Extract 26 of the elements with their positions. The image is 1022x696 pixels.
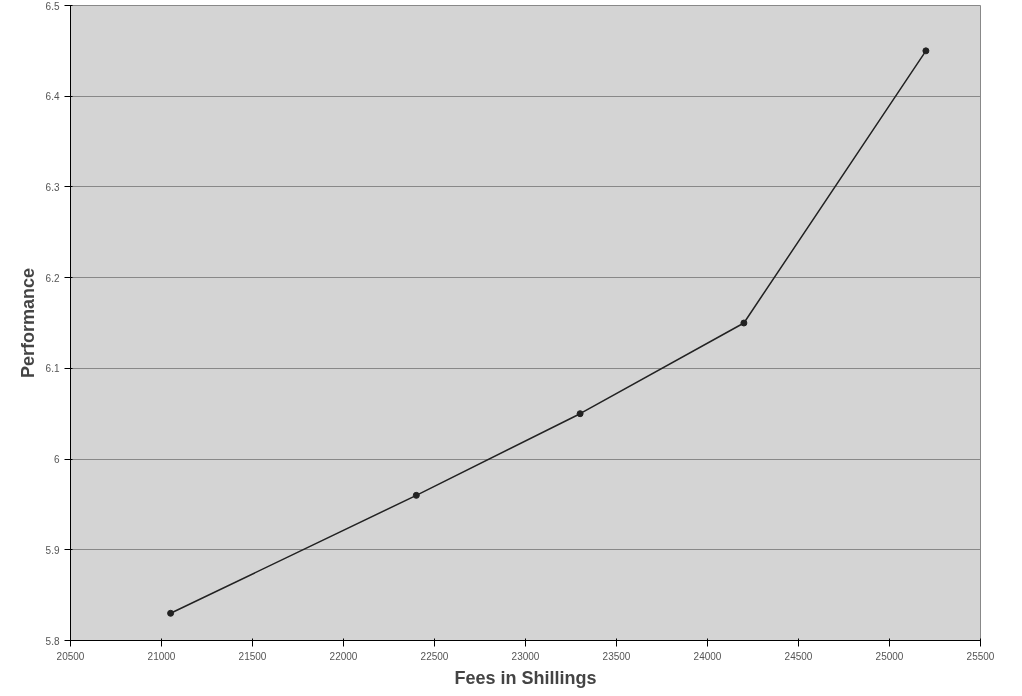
x-tick-label: 21500 [238, 650, 267, 662]
y-tick-label: 6.3 [45, 181, 60, 193]
y-tick-label: 6.5 [45, 0, 60, 12]
y-tick-label: 5.8 [45, 635, 60, 647]
x-tick-label: 25000 [875, 650, 904, 662]
x-tick-label: 24000 [693, 650, 722, 662]
y-axis-title: Performance [17, 267, 38, 379]
y-tick-label: 6 [53, 454, 60, 466]
x-tick-label: 23500 [602, 650, 631, 662]
x-tick-label: 22000 [329, 650, 358, 662]
y-tick-label: 6.4 [45, 91, 60, 103]
x-axis-title: Fees in Shillings [454, 667, 597, 688]
x-tick-label: 24500 [784, 650, 813, 662]
x-tick-label: 23000 [511, 650, 540, 662]
point [167, 609, 175, 617]
point [922, 47, 930, 55]
x-tick-label: 22500 [420, 650, 449, 662]
point [740, 319, 748, 327]
x-tick-label: 20500 [56, 650, 85, 662]
y-tick-label: 5.9 [45, 544, 60, 556]
y-tick-label: 6.1 [45, 363, 60, 375]
x-tick-label: 21000 [147, 650, 176, 662]
point [412, 491, 420, 499]
point [576, 410, 584, 418]
y-tick-label: 6.2 [45, 272, 60, 284]
x-tick-label: 25500 [966, 650, 995, 662]
